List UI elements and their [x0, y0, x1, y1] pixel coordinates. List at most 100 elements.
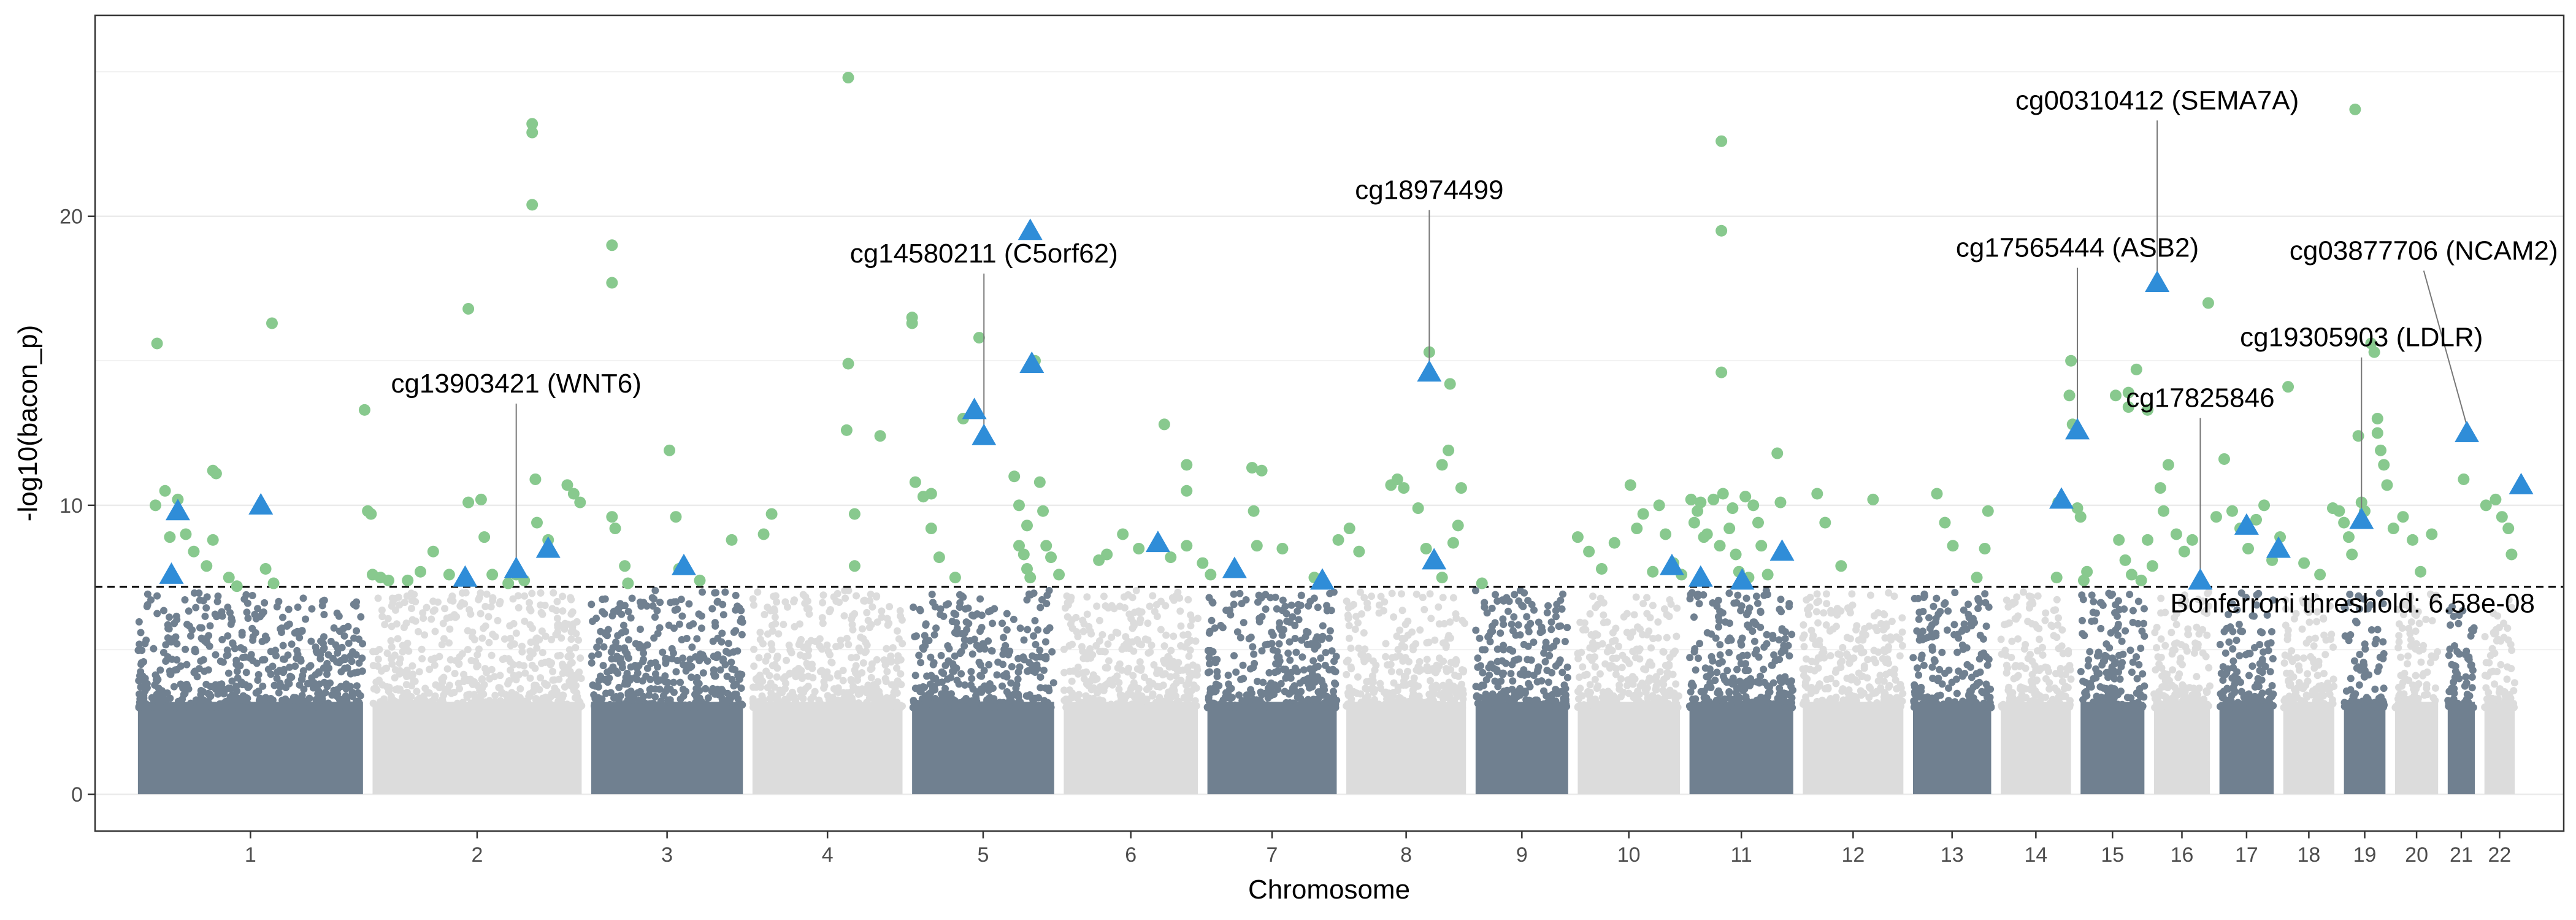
significant-point	[2119, 554, 2131, 566]
x-tick-label: 15	[2101, 843, 2124, 867]
significant-point	[2178, 545, 2190, 558]
x-tick-label: 7	[1267, 843, 1278, 867]
significant-point	[478, 531, 491, 543]
significant-point	[402, 574, 414, 586]
significant-point	[1021, 519, 1033, 532]
significant-point	[609, 523, 621, 535]
significant-point	[1476, 577, 1488, 589]
significant-point	[529, 473, 542, 485]
significant-point	[1867, 493, 1879, 505]
significant-point	[415, 565, 427, 578]
highlight-triangle	[2049, 487, 2074, 509]
significant-point	[1647, 565, 1659, 578]
x-tick-label: 20	[2405, 843, 2428, 867]
x-tick-label: 14	[2024, 843, 2047, 867]
significant-point	[1708, 493, 1720, 505]
significant-point	[2135, 574, 2147, 586]
significant-point	[949, 572, 961, 584]
significant-point	[382, 574, 394, 586]
significant-point	[1053, 569, 1065, 581]
significant-point	[1255, 464, 1268, 477]
significant-point	[1695, 496, 1707, 508]
significant-point	[2333, 505, 2345, 517]
significant-point	[874, 430, 886, 442]
annotation-connector	[2423, 270, 2468, 426]
highlight-triangle	[2509, 472, 2534, 494]
significant-point	[2375, 444, 2387, 456]
significant-point	[2170, 528, 2182, 540]
chromosome-4-points	[749, 586, 907, 794]
significant-point	[2162, 459, 2174, 471]
y-axis: 0 10 20	[59, 205, 95, 807]
chromosome-22-points	[2481, 596, 2518, 794]
significant-point	[1637, 508, 1649, 520]
x-tick-label: 13	[1941, 843, 1964, 867]
annotation-label: cg17565444 (ASB2)	[1956, 233, 2199, 263]
significant-point	[1595, 563, 1608, 575]
highlight-triangle	[2266, 536, 2291, 558]
significant-point	[622, 577, 634, 589]
significant-point	[1343, 523, 1355, 535]
significant-point	[1761, 569, 1774, 581]
y-tick-label: 0	[71, 783, 83, 807]
significant-point	[526, 118, 539, 130]
x-axis: 1 2 3 4 5 6 7 8 9 10 11 12 13 14 15 16 17 18 19 20 21 22	[245, 831, 2511, 867]
significant-point	[149, 499, 161, 512]
significant-point	[1181, 485, 1193, 497]
x-tick-label: 12	[1841, 843, 1865, 867]
chromosome-1-points	[134, 589, 367, 794]
significant-point	[486, 569, 499, 581]
significant-point	[1436, 572, 1448, 584]
significant-point	[567, 488, 580, 500]
significant-point	[1040, 540, 1052, 552]
significant-point	[2338, 516, 2350, 529]
significant-point	[1251, 540, 1263, 552]
significant-point	[1685, 493, 1697, 505]
significant-point	[1353, 545, 1365, 558]
significant-point	[151, 337, 163, 350]
significant-point	[1197, 557, 1209, 569]
significant-point	[1727, 502, 1739, 515]
significant-point	[1747, 499, 1760, 512]
significant-point	[180, 528, 192, 540]
significant-point	[2502, 523, 2515, 535]
significant-point	[159, 485, 171, 497]
significant-point	[842, 358, 854, 370]
significant-point	[2154, 482, 2166, 494]
significant-point	[1653, 499, 1665, 512]
significant-point	[1723, 523, 1736, 535]
chromosome-3-points	[588, 586, 746, 794]
highlight-triangle	[671, 553, 696, 575]
significant-point	[1332, 534, 1344, 546]
significant-point	[1158, 418, 1170, 431]
highlight-points	[159, 218, 2534, 590]
x-tick-label: 16	[2171, 843, 2194, 867]
highlight-triangle	[962, 397, 987, 420]
significant-point	[2342, 531, 2355, 543]
x-tick-label: 19	[2353, 843, 2377, 867]
significant-point	[2250, 513, 2263, 526]
significant-point	[840, 424, 853, 436]
x-tick-label: 21	[2450, 843, 2473, 867]
chromosome-12-points	[1799, 589, 1907, 794]
significant-point	[1181, 540, 1193, 552]
significant-point	[670, 511, 682, 523]
significant-point	[358, 404, 370, 416]
significant-point	[1037, 505, 1049, 517]
x-tick-label: 22	[2488, 843, 2512, 867]
significant-point	[2378, 459, 2390, 471]
annotation-label: cg17825846	[2126, 383, 2274, 413]
highlight-triangle	[1769, 539, 1795, 561]
highlight-triangle	[1145, 531, 1170, 553]
x-tick-label: 6	[1125, 843, 1137, 867]
highlight-triangle	[535, 536, 561, 558]
chromosome-6-points	[1060, 586, 1202, 794]
significant-point	[1835, 560, 1847, 572]
significant-point	[2130, 363, 2142, 375]
significant-point	[561, 479, 573, 491]
significant-point	[201, 560, 213, 572]
significant-point	[765, 508, 778, 520]
significant-point	[619, 560, 631, 572]
x-tick-label: 10	[1617, 843, 1641, 867]
background-points	[134, 586, 2518, 794]
